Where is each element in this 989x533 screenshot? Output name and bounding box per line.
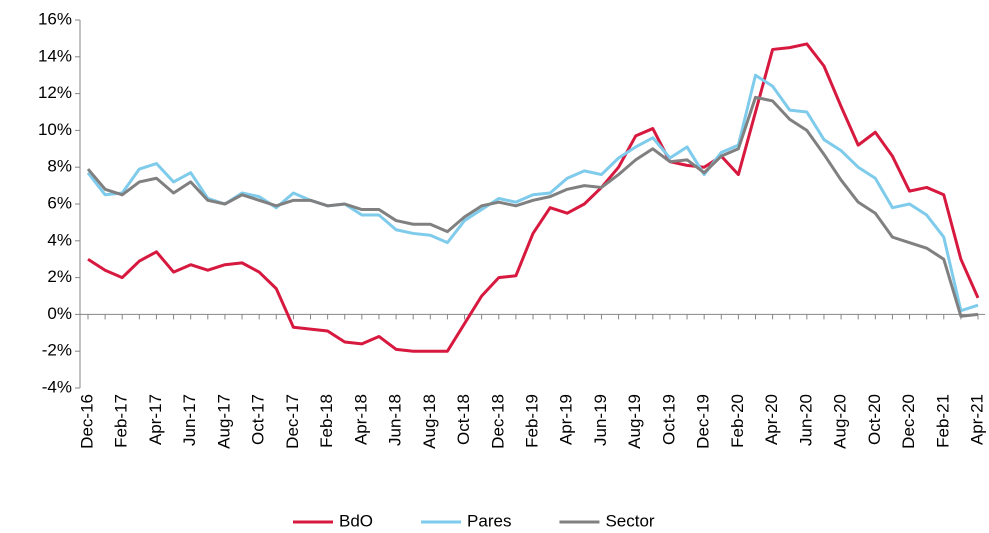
line-series	[87, 42, 980, 353]
x-tick-label: Apr-20	[762, 394, 781, 445]
y-tick-label: 12%	[38, 83, 72, 102]
x-tick-label: Aug-18	[420, 394, 439, 449]
x-tick-label: Feb-19	[522, 394, 541, 448]
legend-label: Sector	[605, 511, 654, 530]
y-tick-label: 4%	[47, 230, 72, 249]
legend-label: BdO	[339, 511, 373, 530]
x-tick-label: Aug-17	[214, 394, 233, 449]
x-tick-label: Jun-19	[591, 394, 610, 446]
y-tick-label: 6%	[47, 193, 72, 212]
x-tick-label: Jun-20	[796, 394, 815, 446]
x-tick-label: Feb-21	[933, 394, 952, 448]
x-tick-label: Apr-17	[146, 394, 165, 445]
x-tick-label: Dec-18	[488, 394, 507, 449]
x-tick-label: Aug-20	[831, 394, 850, 449]
x-tick-label: Jun-18	[386, 394, 405, 446]
y-tick-label: -2%	[42, 341, 72, 360]
x-tick-label: Oct-18	[454, 394, 473, 445]
x-tick-label: Feb-20	[728, 394, 747, 448]
x-tick-label: Jun-17	[180, 394, 199, 446]
x-tick-label: Feb-18	[317, 394, 336, 448]
y-tick-label: 16%	[38, 9, 72, 28]
x-tick-label: Dec-20	[899, 394, 918, 449]
y-tick-label: 10%	[38, 120, 72, 139]
x-tick-label: Dec-19	[694, 394, 713, 449]
x-tick-label: Apr-18	[351, 394, 370, 445]
y-tick-label: -4%	[42, 377, 72, 396]
x-tick-label: Feb-17	[112, 394, 131, 448]
x-tick-label: Apr-21	[967, 394, 986, 445]
y-tick-label: 8%	[47, 157, 72, 176]
y-tick-label: 2%	[47, 267, 72, 286]
x-tick-label: Oct-17	[249, 394, 268, 445]
y-tick-label: 14%	[38, 46, 72, 65]
x-tick-label: Apr-19	[557, 394, 576, 445]
x-tick-label: Oct-20	[865, 394, 884, 445]
x-tick-label: Dec-16	[77, 394, 96, 449]
legend-label: Pares	[467, 511, 511, 530]
line-series	[86, 95, 979, 318]
x-tick-label: Dec-17	[283, 394, 302, 449]
y-tick-label: 0%	[47, 304, 72, 323]
x-tick-label: Oct-19	[659, 394, 678, 445]
x-tick-label: Aug-19	[625, 394, 644, 449]
